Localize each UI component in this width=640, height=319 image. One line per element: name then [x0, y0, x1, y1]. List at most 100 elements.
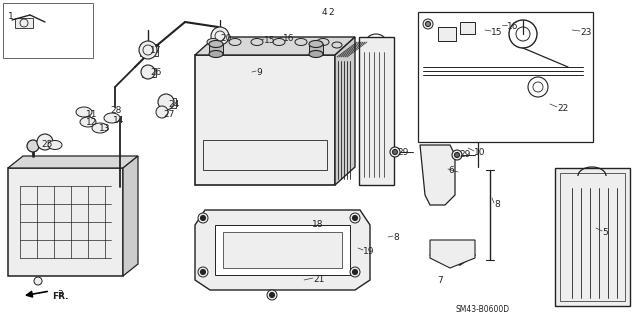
Bar: [15, 18, 33, 28]
Circle shape: [141, 65, 155, 79]
Circle shape: [267, 290, 277, 300]
Bar: [460, 22, 475, 34]
Circle shape: [139, 41, 157, 59]
Ellipse shape: [309, 50, 323, 57]
Ellipse shape: [76, 107, 92, 117]
Text: 18: 18: [312, 220, 323, 229]
Circle shape: [27, 140, 39, 152]
Bar: [203, 140, 327, 170]
Circle shape: [198, 213, 208, 223]
Ellipse shape: [207, 39, 219, 46]
Text: 11: 11: [86, 110, 97, 119]
Text: 17: 17: [150, 46, 161, 55]
Bar: [209, 44, 223, 54]
Polygon shape: [123, 156, 138, 276]
Text: 14: 14: [113, 116, 124, 125]
Ellipse shape: [229, 39, 241, 46]
Text: 19: 19: [363, 247, 374, 256]
Bar: [140, 44, 158, 56]
Text: 9: 9: [256, 68, 262, 77]
Bar: [223, 232, 342, 268]
Ellipse shape: [48, 140, 62, 150]
Text: 24: 24: [168, 100, 179, 109]
Text: 8: 8: [393, 233, 399, 242]
Text: 26: 26: [150, 68, 161, 77]
Circle shape: [198, 267, 208, 277]
Text: 16: 16: [283, 34, 294, 43]
Circle shape: [426, 21, 431, 26]
Text: 6: 6: [448, 166, 454, 175]
Text: 1: 1: [8, 12, 13, 21]
Polygon shape: [430, 240, 475, 268]
Circle shape: [20, 19, 28, 27]
Text: FR.: FR.: [52, 292, 68, 301]
Bar: [555, 168, 630, 306]
Circle shape: [390, 147, 400, 157]
Ellipse shape: [92, 123, 108, 133]
Ellipse shape: [209, 41, 223, 48]
Text: 15: 15: [264, 36, 275, 45]
Text: 16: 16: [507, 22, 518, 31]
Bar: [418, 12, 593, 142]
Bar: [3, 3, 93, 58]
Polygon shape: [335, 37, 355, 185]
Text: 29: 29: [397, 148, 408, 157]
Text: 13: 13: [99, 124, 111, 133]
Bar: [160, 98, 176, 108]
Text: 3: 3: [57, 290, 63, 299]
Text: 5: 5: [602, 228, 608, 237]
Bar: [438, 27, 456, 41]
Text: 21: 21: [313, 275, 324, 284]
Circle shape: [392, 150, 397, 154]
Bar: [195, 55, 335, 185]
Bar: [8, 168, 123, 276]
Circle shape: [37, 134, 53, 150]
Ellipse shape: [295, 39, 307, 46]
Polygon shape: [195, 37, 355, 55]
Polygon shape: [8, 156, 138, 168]
Text: 22: 22: [557, 104, 568, 113]
Text: 8: 8: [494, 200, 500, 209]
Ellipse shape: [251, 39, 263, 46]
Bar: [142, 68, 156, 77]
Text: 28: 28: [110, 106, 122, 115]
Circle shape: [211, 27, 229, 45]
Circle shape: [423, 19, 433, 29]
Text: 23: 23: [580, 28, 591, 37]
Circle shape: [158, 94, 174, 110]
Circle shape: [350, 213, 360, 223]
Ellipse shape: [209, 50, 223, 57]
Circle shape: [34, 277, 42, 285]
Text: 15: 15: [491, 28, 502, 37]
Circle shape: [156, 106, 168, 118]
Circle shape: [353, 216, 358, 220]
Text: 20: 20: [220, 34, 232, 43]
Text: 2: 2: [328, 8, 333, 17]
Text: 4: 4: [322, 8, 328, 17]
Text: 25: 25: [41, 140, 52, 149]
Polygon shape: [420, 145, 455, 205]
Text: 29: 29: [459, 150, 470, 159]
Ellipse shape: [273, 39, 285, 46]
Text: 12: 12: [86, 118, 97, 127]
Circle shape: [200, 216, 205, 220]
Bar: [560, 173, 625, 301]
Ellipse shape: [309, 41, 323, 48]
Circle shape: [452, 150, 462, 160]
Ellipse shape: [332, 42, 342, 48]
Ellipse shape: [317, 39, 329, 46]
Circle shape: [269, 293, 275, 298]
Circle shape: [200, 270, 205, 275]
Text: 7: 7: [437, 276, 443, 285]
Circle shape: [454, 152, 460, 158]
Circle shape: [353, 270, 358, 275]
Circle shape: [350, 267, 360, 277]
Bar: [359, 37, 394, 185]
Bar: [309, 44, 323, 54]
Ellipse shape: [104, 113, 120, 123]
Circle shape: [143, 45, 153, 55]
Text: 27: 27: [163, 110, 174, 119]
Bar: [215, 225, 350, 275]
Ellipse shape: [80, 117, 96, 127]
Polygon shape: [195, 210, 370, 290]
